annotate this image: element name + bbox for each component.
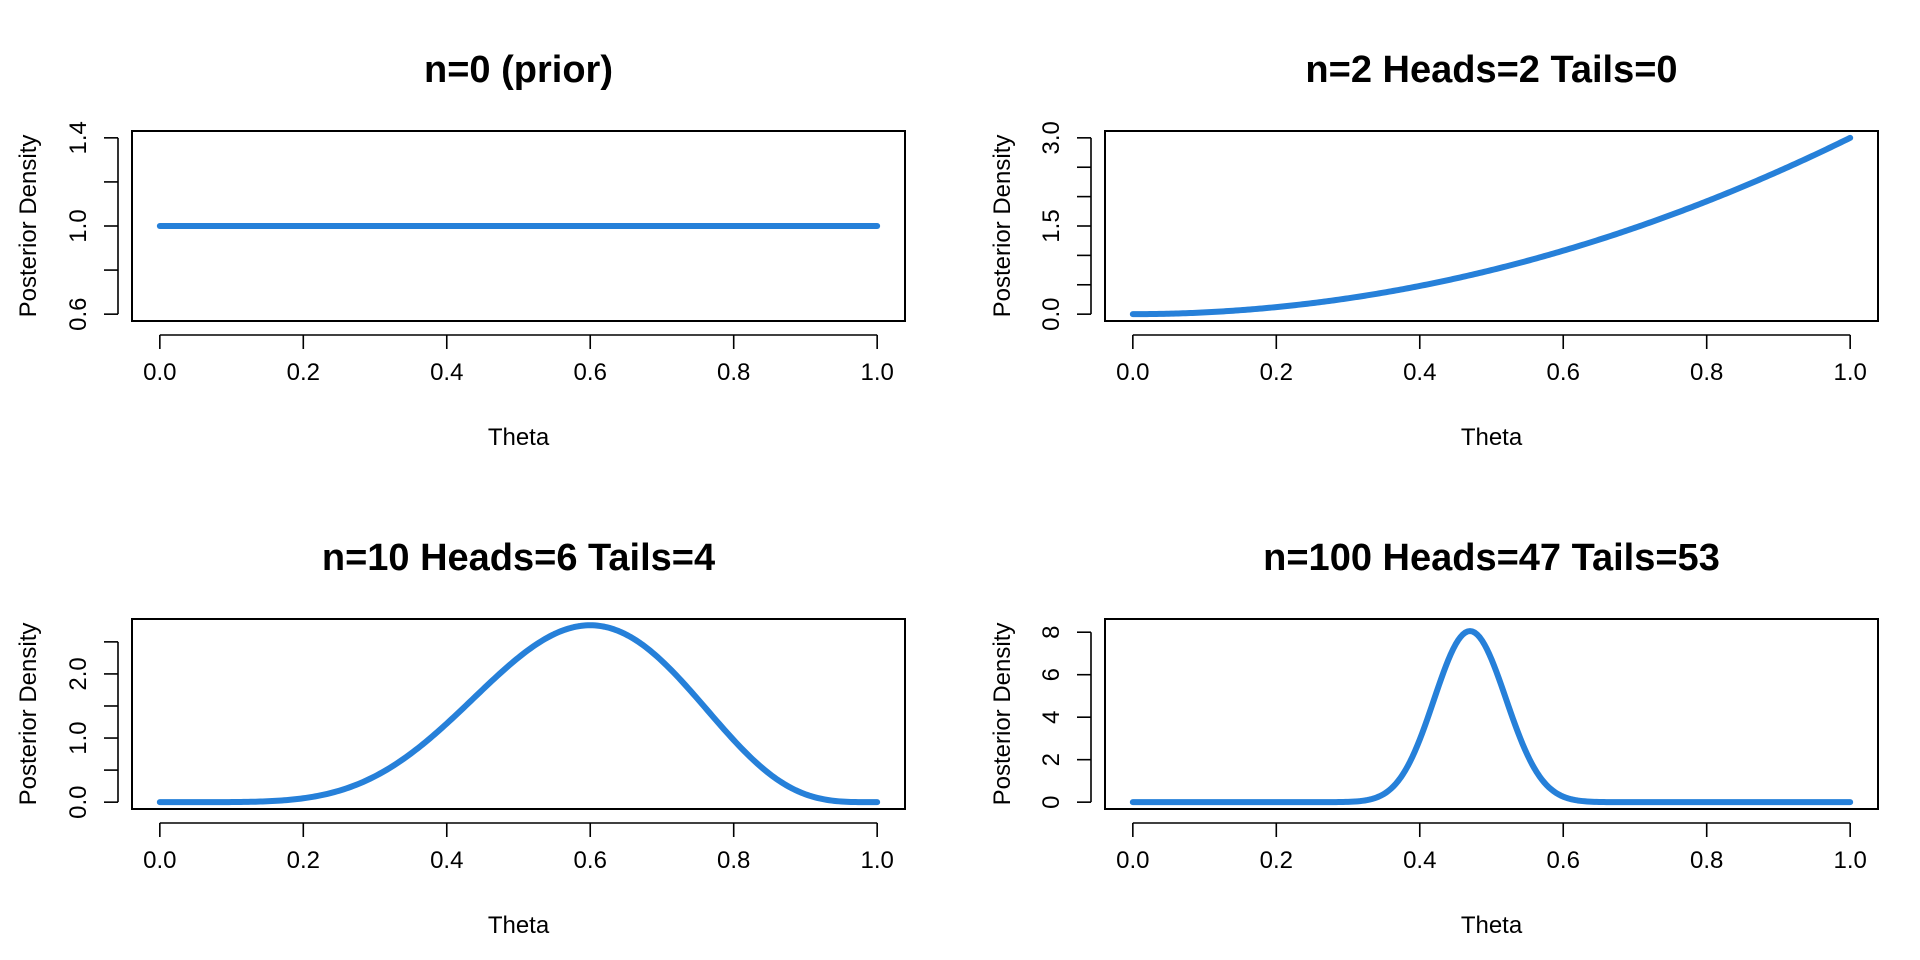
density-curve <box>1129 628 1854 806</box>
x-tick-label: 0.8 <box>717 847 750 874</box>
panel-n10: n=10 Heads=6 Tails=4 Theta Posterior Den… <box>15 537 906 939</box>
x-tick-label: 0.4 <box>430 847 463 874</box>
panel-n100: n=100 Heads=47 Tails=53 Theta Posterior … <box>989 537 1879 939</box>
plot-frame <box>131 130 906 322</box>
x-tick-label: 0.0 <box>143 359 176 386</box>
density-curve <box>156 622 881 806</box>
x-tick-label: 0.4 <box>430 359 463 386</box>
chart-title: n=100 Heads=47 Tails=53 <box>1263 537 1720 579</box>
x-tick-label: 0.0 <box>143 847 176 874</box>
y-tick-label: 0.0 <box>65 785 92 818</box>
x-tick-label: 0.6 <box>1547 359 1580 386</box>
y-tick-label: 3.0 <box>1038 121 1065 154</box>
y-tick-label: 8 <box>1038 626 1065 639</box>
y-tick-label: 1.5 <box>1038 209 1065 242</box>
x-tick-label: 0.4 <box>1403 359 1436 386</box>
y-axis-label: Posterior Density <box>989 623 1016 806</box>
plot-frame <box>1104 130 1879 322</box>
x-tick-label: 1.0 <box>1833 847 1866 874</box>
x-tick-label: 0.4 <box>1403 847 1436 874</box>
x-tick-label: 0.2 <box>1260 359 1293 386</box>
x-tick-label: 1.0 <box>1833 359 1866 386</box>
x-tick-label: 0.8 <box>1690 847 1723 874</box>
x-tick-label: 0.6 <box>574 359 607 386</box>
chart-title: n=10 Heads=6 Tails=4 <box>322 537 715 579</box>
density-curve <box>1129 134 1854 318</box>
y-axis-label: Posterior Density <box>15 135 42 318</box>
x-tick-label: 0.2 <box>1260 847 1293 874</box>
x-tick-label: 0.8 <box>717 359 750 386</box>
y-tick-label: 1.4 <box>65 121 92 154</box>
panel-prior: n=0 (prior) Theta Posterior Density 0.0 0… <box>15 49 906 451</box>
y-tick-label: 0.0 <box>1038 297 1065 330</box>
y-tick-label: 6 <box>1038 668 1065 681</box>
chart-title: n=2 Heads=2 Tails=0 <box>1305 49 1677 91</box>
x-tick-label: 0.0 <box>1116 359 1149 386</box>
x-tick-label: 0.2 <box>287 847 320 874</box>
panel-n2: n=2 Heads=2 Tails=0 Theta Posterior Dens… <box>989 49 1879 451</box>
y-tick-label: 1.0 <box>65 721 92 754</box>
x-axis-label: Theta <box>488 912 550 939</box>
x-axis-label: Theta <box>1461 912 1523 939</box>
y-axis-label: Posterior Density <box>15 623 42 806</box>
x-tick-label: 0.2 <box>287 359 320 386</box>
plot-frame <box>131 618 906 810</box>
x-tick-label: 0.8 <box>1690 359 1723 386</box>
y-tick-label: 0 <box>1038 795 1065 808</box>
y-axis-label: Posterior Density <box>989 135 1016 318</box>
chart-title: n=0 (prior) <box>424 49 613 91</box>
y-tick-label: 1.0 <box>65 209 92 242</box>
x-tick-label: 0.6 <box>574 847 607 874</box>
y-tick-label: 2 <box>1038 753 1065 766</box>
x-tick-label: 0.0 <box>1116 847 1149 874</box>
x-axis-label: Theta <box>1461 424 1523 451</box>
x-tick-label: 1.0 <box>860 359 893 386</box>
x-axis-label: Theta <box>488 424 550 451</box>
x-tick-label: 0.6 <box>1547 847 1580 874</box>
y-tick-label: 2.0 <box>65 657 92 690</box>
y-tick-label: 4 <box>1038 711 1065 724</box>
plot-frame <box>1104 618 1879 810</box>
x-tick-label: 1.0 <box>860 847 893 874</box>
y-tick-label: 0.6 <box>65 297 92 330</box>
